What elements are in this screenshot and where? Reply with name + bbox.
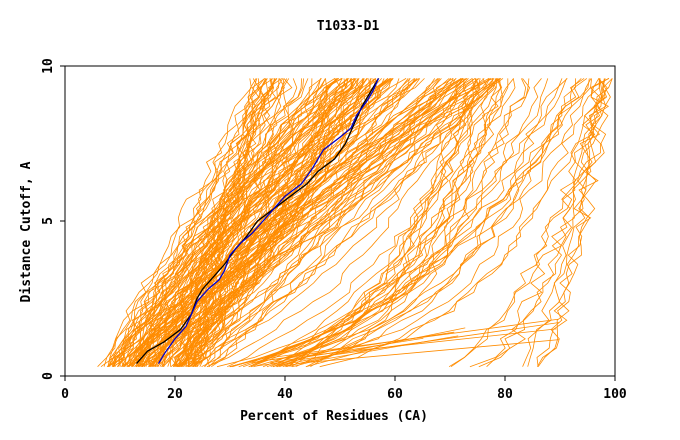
- model-curve: [149, 78, 364, 367]
- model-curve: [177, 78, 415, 368]
- model-curve: [189, 78, 441, 367]
- x-tick-label: 40: [277, 387, 293, 402]
- model-curve: [204, 78, 467, 368]
- model-curve: [286, 78, 491, 368]
- y-axis-label: Distance Cutoff, A: [19, 161, 34, 302]
- model-curve: [128, 78, 338, 367]
- model-curve: [250, 78, 488, 368]
- model-curve: [306, 78, 502, 368]
- model-curve: [112, 78, 302, 367]
- model-curve: [148, 78, 252, 367]
- model-curve: [106, 78, 321, 368]
- model-curve: [103, 78, 257, 367]
- model-curve: [147, 78, 369, 367]
- model-curve: [201, 78, 418, 368]
- chart-title: T1033-D1: [317, 19, 380, 34]
- model-curve: [187, 78, 490, 367]
- model-curve: [537, 78, 611, 367]
- model-curve: [305, 78, 613, 368]
- model-curve: [174, 78, 266, 367]
- model-curve: [162, 78, 463, 367]
- model-curve: [253, 78, 585, 368]
- model-curve: [207, 78, 476, 368]
- x-tick-label: 60: [387, 387, 403, 402]
- model-curve: [266, 78, 531, 368]
- model-curve: [478, 78, 605, 368]
- model-curve: [97, 78, 355, 367]
- model-curve: [188, 78, 265, 367]
- model-curve: [208, 78, 495, 367]
- x-tick-label: 100: [603, 387, 627, 402]
- x-axis: 0 20 40 60 80 100: [61, 376, 627, 402]
- x-tick-label: 0: [61, 387, 69, 402]
- model-curve: [276, 78, 542, 368]
- model-curve: [196, 78, 347, 367]
- x-axis-label: Percent of Residues (CA): [240, 409, 428, 424]
- model-curve: [295, 78, 496, 368]
- model-curve: [288, 327, 466, 365]
- model-curve: [273, 78, 480, 368]
- model-curve: [142, 78, 502, 367]
- model-curve: [174, 78, 269, 367]
- model-curve: [469, 78, 602, 368]
- y-tick-label: 5: [41, 217, 56, 225]
- model-curve: [292, 78, 563, 368]
- model-curve: [128, 78, 440, 368]
- model-curve: [132, 78, 476, 367]
- model-curve: [150, 78, 442, 367]
- model-curve: [118, 78, 392, 367]
- model-curve: [270, 78, 479, 368]
- model-curve: [127, 78, 360, 368]
- x-tick-label: 80: [497, 387, 513, 402]
- model-curve: [107, 78, 340, 367]
- series-line-2: [157, 78, 380, 364]
- model-curve: [527, 78, 613, 367]
- model-curve: [113, 78, 371, 368]
- model-curve: [229, 78, 590, 368]
- model-curve: [100, 78, 273, 368]
- model-curve: [170, 78, 457, 367]
- model-curve: [206, 78, 475, 368]
- y-tick-label: 0: [41, 372, 56, 380]
- model-curve: [229, 78, 530, 368]
- model-curve: [285, 78, 592, 368]
- model-curve: [232, 78, 567, 368]
- model-curve: [319, 78, 600, 368]
- model-curve: [141, 78, 418, 367]
- y-tick-label: 10: [41, 58, 56, 74]
- model-curve: [107, 78, 339, 367]
- x-tick-label: 20: [167, 387, 183, 402]
- model-curve: [148, 78, 284, 367]
- model-lines-group: [97, 78, 613, 368]
- model-curve: [192, 78, 260, 367]
- model-curve: [135, 78, 450, 367]
- model-curve: [192, 78, 389, 368]
- model-curve: [249, 78, 568, 368]
- model-curve: [248, 78, 481, 368]
- model-curve: [192, 78, 342, 367]
- model-curve: [187, 78, 467, 368]
- model-curve: [284, 335, 459, 367]
- model-curve: [279, 78, 503, 368]
- model-curve: [270, 328, 557, 361]
- series-lines-group: [136, 78, 380, 365]
- model-curve: [270, 337, 424, 364]
- model-curve: [190, 78, 293, 367]
- model-curve: [282, 78, 582, 368]
- model-curve: [227, 78, 494, 368]
- model-curve: [450, 78, 610, 368]
- model-curve: [185, 78, 372, 367]
- model-curve: [151, 78, 481, 367]
- model-curve: [536, 78, 608, 367]
- model-curve: [204, 78, 368, 367]
- model-curve: [113, 78, 364, 367]
- model-curve: [206, 78, 360, 367]
- model-curve: [123, 78, 385, 368]
- y-axis: 0 5 10: [41, 58, 65, 380]
- model-curve: [276, 78, 527, 368]
- model-curve: [229, 78, 549, 368]
- plot-frame: [64, 65, 616, 377]
